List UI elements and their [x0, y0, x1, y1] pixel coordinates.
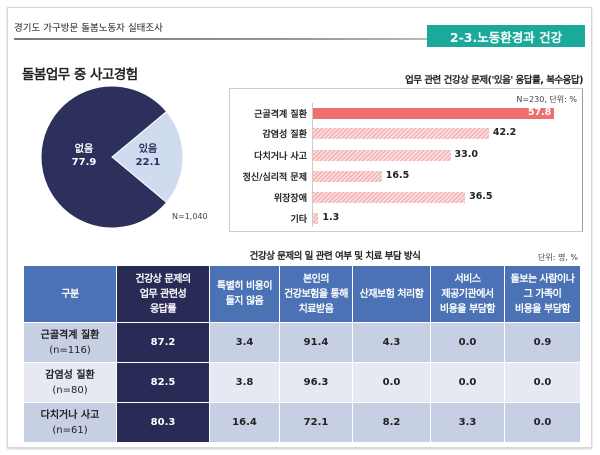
bar-chart-title: 업무 관련 건강상 문제('있음' 응답률, 복수응답) [405, 75, 583, 86]
header-divider [14, 38, 434, 40]
table-cell: 87.2 [116, 322, 210, 363]
bar-value: 1.3 [322, 212, 340, 223]
table-cell: 0.9 [504, 322, 581, 363]
bar [313, 127, 489, 139]
pie-slice-no [40, 85, 168, 229]
bar [313, 107, 554, 119]
pie-n: N=1,040 [172, 212, 208, 221]
pie-chart: 없음 77.9 있음 22.1 [40, 85, 184, 229]
table-cell: 0.0 [504, 362, 581, 403]
cost-table: 구분 건강상 문제의 업무 관련성 응답률 특별히 비용이 들지 않음 본인의 건강보… [23, 265, 581, 443]
table-cell: 0.0 [430, 322, 505, 363]
table-header-cell: 본인의 건강보험을 통해 치료받음 [279, 265, 353, 323]
row-label: 근골격계 질환 (n=116) [23, 322, 117, 363]
section-badge: 2-3.노동환경과 건강 [427, 25, 585, 47]
table-cell: 80.3 [116, 402, 210, 443]
bar [313, 191, 466, 203]
row-label-name: 다치거나 사고 [40, 409, 100, 421]
row-label: 다치거나 사고 (n=61) [23, 402, 117, 443]
table-header-cell: 특별히 비용이 들지 않음 [209, 265, 280, 323]
table-row: 감염성 질환 (n=80) 82.5 3.8 96.3 0.0 0.0 0.0 [23, 362, 581, 403]
bar-value: 36.5 [469, 191, 493, 202]
pie-value-yes: 22.1 [136, 157, 161, 168]
table-header-row: 구분 건강상 문제의 업무 관련성 응답률 특별히 비용이 들지 않음 본인의 건강보… [23, 265, 581, 323]
table-header-cell: 돌보는 사람이나 그 가족이 비용을 부담함 [504, 265, 581, 323]
table-cell: 16.4 [209, 402, 280, 443]
table-header-cell: 구분 [23, 265, 117, 323]
pie-slice-yes [111, 110, 184, 204]
row-label-n: (n=116) [49, 344, 91, 356]
report-title: 경기도 가구방문 돌봄노동자 실태조사 [14, 23, 163, 34]
table-unit: 단위: 명, % [537, 253, 578, 262]
table-cell: 72.1 [279, 402, 353, 443]
bar-chart-note: N=230, 단위: % [516, 95, 577, 104]
table-header-cell: 산재보험 처리함 [352, 265, 431, 323]
pie-value-no: 77.9 [72, 157, 97, 168]
table-title: 건강상 문제의 일 관련 여부 및 치료 부담 방식 [249, 251, 421, 262]
table-cell: 3.3 [430, 402, 505, 443]
table-cell: 0.0 [504, 402, 581, 443]
bar-label: 기타 [290, 215, 307, 225]
page-frame [7, 7, 592, 448]
table-cell: 3.4 [209, 322, 280, 363]
bar-value: 57.8 [527, 107, 552, 118]
bar [313, 170, 382, 182]
bar-axis [312, 103, 313, 227]
pie-subtitle: 돌봄업무 중 사고경험 [22, 67, 138, 83]
table-cell: 82.5 [116, 362, 210, 403]
table-cell: 0.0 [352, 362, 431, 403]
table-cell: 3.8 [209, 362, 280, 403]
row-label-n: (n=61) [52, 424, 88, 436]
table-row: 다치거나 사고 (n=61) 80.3 16.4 72.1 8.2 3.3 0.0 [23, 402, 581, 443]
table-header-cell: 서비스 제공기관에서 비용을 부담함 [430, 265, 505, 323]
pie-label-no: 없음 [75, 142, 93, 155]
table-cell: 0.0 [430, 362, 505, 403]
bar [313, 149, 451, 161]
pie-label-yes: 있음 [139, 143, 157, 155]
bar-label: 다치거나 사고 [254, 152, 307, 162]
bar-chart-box [229, 88, 583, 232]
table-row: 근골격계 질환 (n=116) 87.2 3.4 91.4 4.3 0.0 0.9 [23, 322, 581, 363]
bar-label: 정신/심리적 문제 [242, 173, 307, 183]
row-label-name: 근골격계 질환 [40, 329, 100, 341]
table-cell: 96.3 [279, 362, 353, 403]
table-header-cell: 건강상 문제의 업무 관련성 응답률 [116, 265, 210, 323]
bar-value: 42.2 [492, 127, 517, 138]
table-cell: 4.3 [352, 322, 431, 363]
bar [313, 212, 319, 224]
bar-label: 위장장애 [273, 194, 307, 204]
bar-value: 16.5 [385, 170, 410, 181]
table-cell: 8.2 [352, 402, 431, 443]
row-label: 감염성 질환 (n=80) [23, 362, 117, 403]
bar-value: 33.0 [454, 149, 478, 160]
table-cell: 91.4 [279, 322, 353, 363]
bar-label: 근골격계 질환 [254, 110, 307, 120]
row-label-name: 감염성 질환 [45, 369, 95, 381]
bar-label: 감염성 질환 [262, 130, 307, 140]
row-label-n: (n=80) [52, 384, 88, 396]
